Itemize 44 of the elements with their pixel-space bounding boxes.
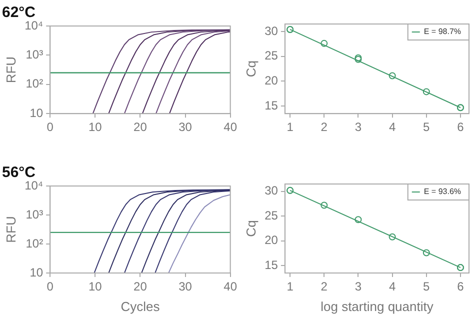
x-tick-label: 30: [178, 120, 192, 134]
y-tick-label: 15: [264, 258, 278, 272]
x-tick-label: 0: [46, 120, 54, 134]
y-tick-label: 25: [264, 208, 278, 222]
y-axis-title: RFU: [3, 216, 18, 243]
y-tick-label: 10³: [26, 48, 44, 62]
y-tick-label: 30: [264, 24, 278, 38]
legend-label: E = 98.7%: [424, 27, 462, 36]
y-axis-title: Cq: [243, 60, 258, 78]
y-tick-label: 15: [264, 98, 278, 112]
x-tick-label: 2: [320, 280, 328, 294]
x-tick-label: 5: [423, 120, 430, 134]
x-tick-label: 40: [224, 120, 238, 134]
y-tick-label: 20: [264, 74, 278, 88]
x-tick-label: 20: [134, 280, 148, 294]
x-tick-label: 6: [457, 280, 464, 294]
x-tick-label: 4: [388, 120, 396, 134]
legend-label: E = 93.6%: [424, 187, 462, 196]
x-tick-label: 1: [286, 120, 294, 134]
y-tick-label: 30: [264, 184, 278, 198]
x-tick-label: 2: [320, 120, 328, 134]
x-axis-title: Cycles: [120, 298, 160, 314]
y-tick-label: 20: [264, 233, 278, 248]
x-tick-label: 3: [354, 120, 362, 134]
x-tick-label: 0: [46, 280, 54, 294]
x-tick-label: 1: [286, 280, 294, 294]
y-tick-label: 10: [30, 265, 44, 280]
x-tick-label: 3: [354, 280, 362, 294]
y-tick-label: 10²: [26, 236, 44, 250]
y-tick-label: 10²: [26, 76, 44, 91]
y-axis-title: RFU: [3, 56, 18, 84]
x-tick-label: 20: [134, 120, 148, 134]
x-tick-label: 10: [88, 280, 102, 294]
x-tick-label: 30: [178, 280, 192, 294]
y-tick-label: 25: [264, 48, 278, 63]
x-tick-label: 10: [88, 120, 102, 134]
x-tick-label: 6: [457, 120, 464, 134]
x-axis-title: log starting quantity: [320, 298, 434, 314]
x-tick-label: 40: [224, 280, 238, 294]
y-axis-title: Cq: [243, 220, 258, 237]
x-tick-label: 4: [388, 280, 396, 294]
y-tick-label: 10: [30, 106, 44, 120]
x-tick-label: 5: [423, 280, 430, 294]
y-tick-label: 10³: [26, 207, 44, 222]
